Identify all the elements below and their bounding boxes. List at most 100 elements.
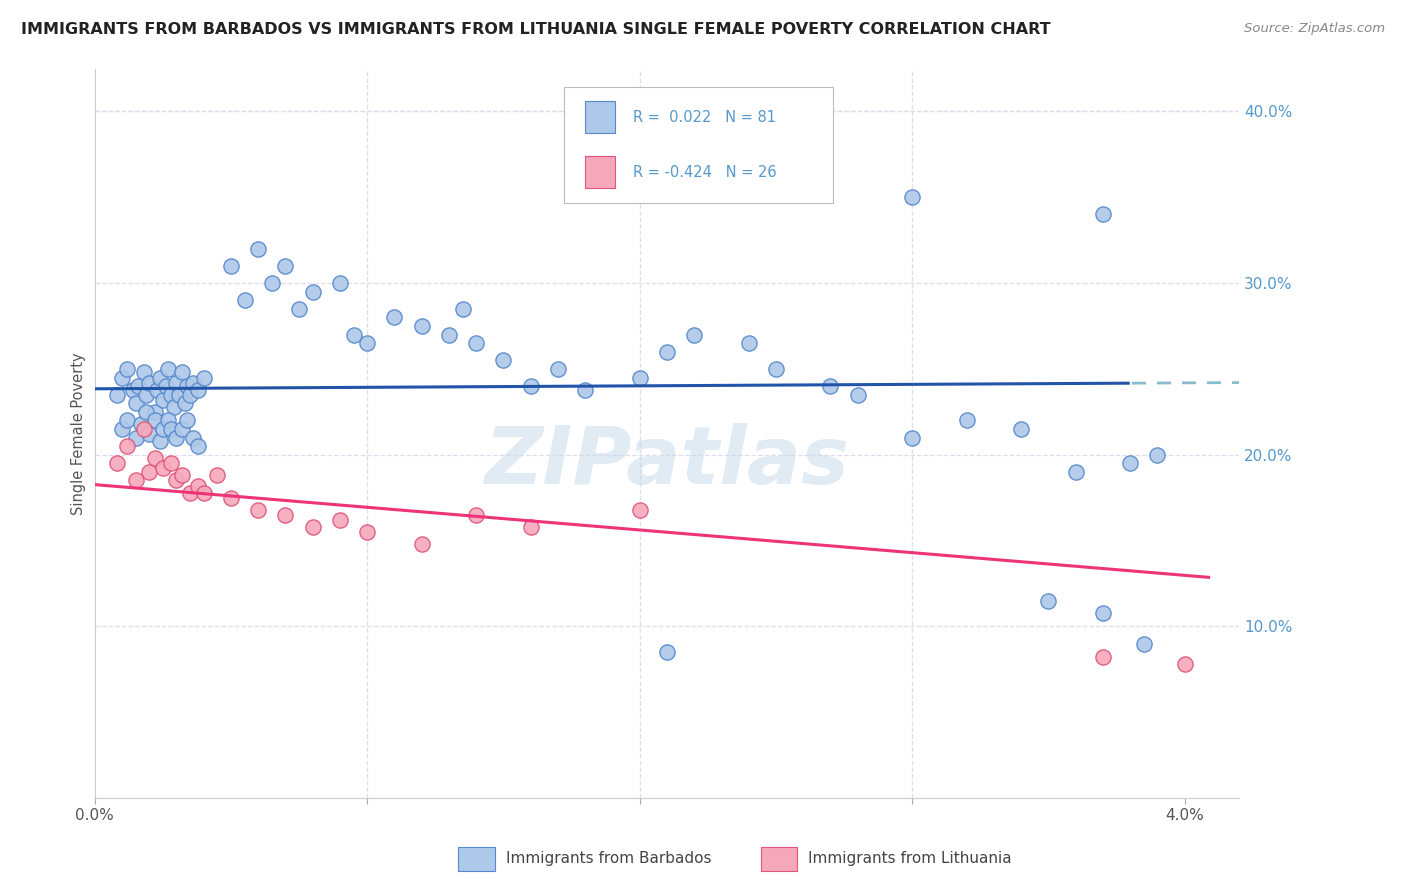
Point: [117, 362, 139, 376]
Point: [765, 362, 787, 376]
Point: [124, 431, 146, 445]
Point: [166, 474, 188, 488]
Point: [956, 413, 979, 427]
Point: [187, 439, 209, 453]
Point: [411, 318, 433, 333]
Point: [1146, 448, 1168, 462]
Point: [152, 392, 174, 407]
Point: [451, 301, 474, 316]
Point: [274, 508, 297, 522]
Point: [519, 520, 541, 534]
Point: [820, 379, 842, 393]
Point: [901, 431, 924, 445]
Point: [170, 422, 193, 436]
Point: [1133, 636, 1156, 650]
Point: [176, 379, 198, 393]
Point: [1091, 606, 1114, 620]
Point: [149, 370, 172, 384]
Point: [260, 276, 283, 290]
Point: [170, 468, 193, 483]
Point: [356, 524, 378, 539]
Point: [124, 396, 146, 410]
Point: [437, 327, 460, 342]
Point: [166, 431, 188, 445]
Point: [655, 645, 678, 659]
Point: [111, 422, 134, 436]
Point: [247, 502, 270, 516]
Point: [135, 405, 157, 419]
Point: [1174, 657, 1197, 672]
Point: [111, 370, 134, 384]
Point: [152, 422, 174, 436]
Point: [117, 413, 139, 427]
Point: [124, 474, 146, 488]
FancyBboxPatch shape: [585, 102, 614, 134]
Point: [179, 485, 201, 500]
Point: [129, 417, 152, 431]
Point: [146, 383, 169, 397]
Text: Immigrants from Lithuania: Immigrants from Lithuania: [808, 851, 1012, 865]
Point: [143, 405, 166, 419]
Point: [547, 362, 569, 376]
FancyBboxPatch shape: [564, 87, 832, 203]
Point: [105, 387, 128, 401]
Point: [247, 242, 270, 256]
Point: [738, 336, 761, 351]
Point: [1091, 650, 1114, 665]
Point: [465, 336, 488, 351]
Point: [329, 276, 352, 290]
Point: [132, 422, 155, 436]
Point: [187, 383, 209, 397]
Point: [492, 353, 515, 368]
Point: [170, 365, 193, 379]
Point: [274, 259, 297, 273]
Point: [121, 383, 143, 397]
Point: [655, 344, 678, 359]
Point: [157, 413, 180, 427]
Point: [152, 461, 174, 475]
Point: [846, 387, 869, 401]
Point: [143, 413, 166, 427]
Point: [342, 327, 364, 342]
Point: [219, 259, 242, 273]
Point: [181, 431, 204, 445]
Point: [193, 485, 215, 500]
Point: [1091, 207, 1114, 221]
Point: [135, 387, 157, 401]
Text: ZIPatlas: ZIPatlas: [485, 424, 849, 501]
Point: [329, 513, 352, 527]
Point: [519, 379, 541, 393]
Point: [628, 502, 651, 516]
Point: [176, 413, 198, 427]
Point: [765, 182, 787, 196]
Text: Immigrants from Barbados: Immigrants from Barbados: [506, 851, 711, 865]
Point: [132, 365, 155, 379]
Point: [181, 376, 204, 390]
Point: [149, 434, 172, 448]
Point: [207, 468, 229, 483]
Point: [233, 293, 256, 308]
Point: [683, 327, 706, 342]
Point: [465, 508, 488, 522]
Point: [167, 387, 190, 401]
Point: [384, 310, 406, 325]
Text: IMMIGRANTS FROM BARBADOS VS IMMIGRANTS FROM LITHUANIA SINGLE FEMALE POVERTY CORR: IMMIGRANTS FROM BARBADOS VS IMMIGRANTS F…: [21, 22, 1050, 37]
Point: [628, 370, 651, 384]
Point: [117, 439, 139, 453]
Point: [160, 387, 183, 401]
Point: [288, 301, 311, 316]
Point: [163, 400, 186, 414]
Point: [219, 491, 242, 505]
Point: [127, 379, 149, 393]
Text: R =  0.022   N = 81: R = 0.022 N = 81: [633, 110, 776, 125]
Point: [105, 456, 128, 470]
Point: [138, 376, 160, 390]
Point: [1038, 593, 1060, 607]
FancyBboxPatch shape: [585, 156, 614, 188]
Text: Source: ZipAtlas.com: Source: ZipAtlas.com: [1244, 22, 1385, 36]
Point: [143, 451, 166, 466]
Point: [901, 190, 924, 204]
Point: [173, 396, 195, 410]
Point: [155, 379, 177, 393]
Text: R = -0.424   N = 26: R = -0.424 N = 26: [633, 165, 776, 179]
